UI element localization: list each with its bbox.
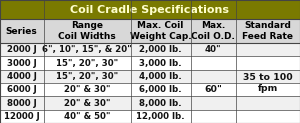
Text: 15", 20", 30": 15", 20", 30" [56,59,118,68]
Text: 35 to 100
fpm: 35 to 100 fpm [243,73,292,93]
Bar [0,70,300,83]
Text: 60": 60" [204,85,222,94]
Bar [0,83,300,96]
Text: 8,000 lb.: 8,000 lb. [139,99,182,108]
Text: 6000 J: 6000 J [7,85,37,94]
Text: 3,000 lb.: 3,000 lb. [139,59,182,68]
Text: 40": 40" [205,45,221,54]
Text: 15", 20", 30": 15", 20", 30" [56,72,118,81]
Text: 3000 J: 3000 J [7,59,37,68]
Text: 8000 J: 8000 J [7,99,37,108]
Text: 6,000 lb.: 6,000 lb. [139,85,182,94]
Text: Standard
Feed Rate: Standard Feed Rate [242,21,293,41]
Text: 12,000 lb.: 12,000 lb. [136,112,185,121]
Bar [0,110,300,123]
Bar [0,0,300,19]
Bar [0,56,300,70]
Text: Range
Coil Widths: Range Coil Widths [58,21,116,41]
Bar [0,43,300,56]
Text: Max.
Coil O.D.: Max. Coil O.D. [191,21,235,41]
Text: 20" & 30": 20" & 30" [64,99,110,108]
Text: Series: Series [6,27,38,36]
Bar [0,19,300,43]
Text: 2000 J: 2000 J [7,45,37,54]
Text: 2,000 lb.: 2,000 lb. [139,45,182,54]
Text: 12000 J: 12000 J [4,112,40,121]
Text: Coil Cradle Specifications: Coil Cradle Specifications [70,5,230,15]
Text: Max. Coil
Weight Cap.: Max. Coil Weight Cap. [130,21,191,41]
Bar [0,96,300,110]
Text: 6", 10", 15", & 20": 6", 10", 15", & 20" [42,45,132,54]
Text: 20" & 30": 20" & 30" [64,85,110,94]
Text: 4,000 lb.: 4,000 lb. [139,72,182,81]
Text: 40" & 50": 40" & 50" [64,112,110,121]
Text: 4000 J: 4000 J [7,72,37,81]
